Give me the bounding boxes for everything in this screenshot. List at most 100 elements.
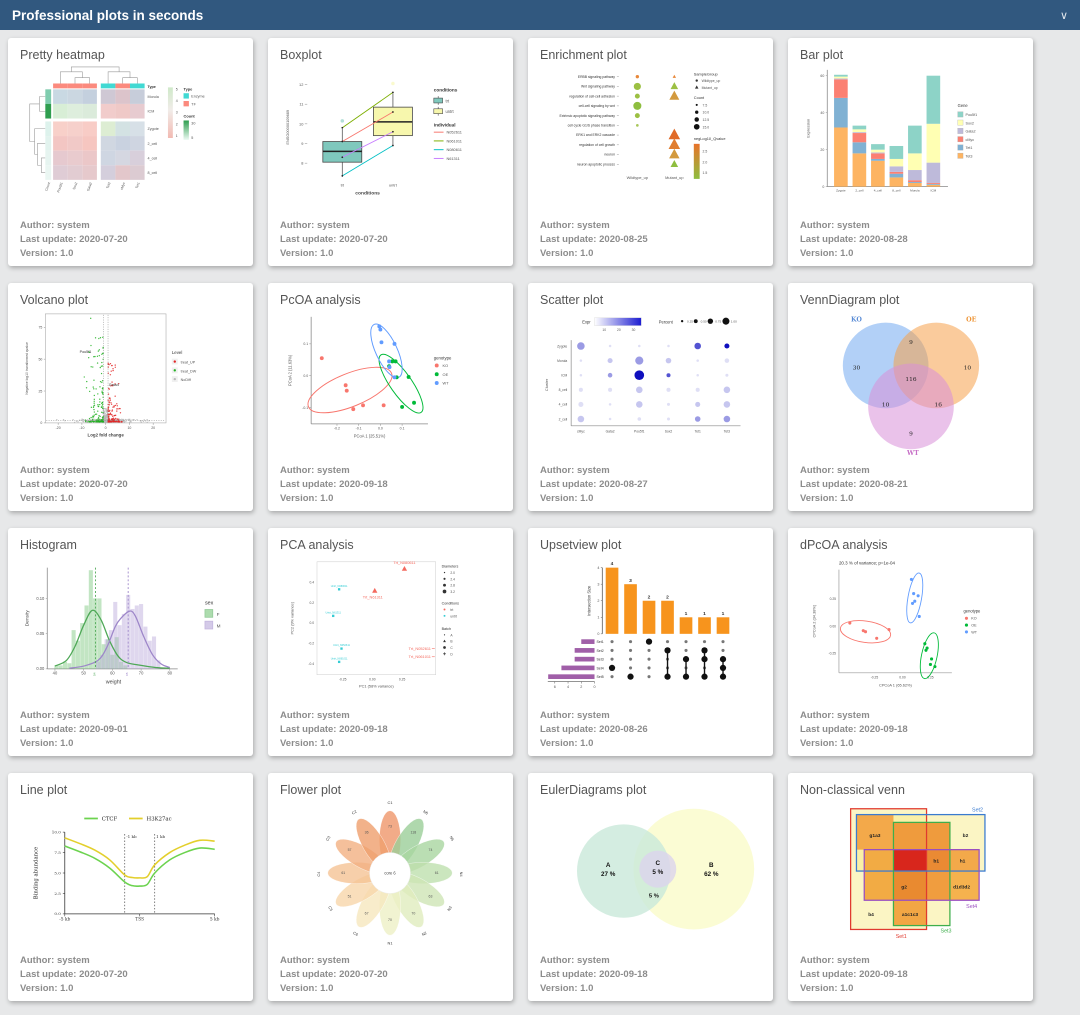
svg-text:weight: weight [105,679,122,685]
svg-text:Percent: Percent [659,320,674,325]
svg-text:Set3: Set3 [596,658,603,662]
svg-text:0: 0 [40,421,42,425]
svg-text:Set3: Set3 [941,928,952,934]
svg-text:Batch: Batch [442,627,451,631]
svg-text:trt: trt [341,183,345,188]
svg-text:Gene: Gene [958,103,969,108]
plot-card-histogram[interactable]: Histogram 54 65 40 50 60 70 80 0.00 0.05 0.10 weigh… [8,528,253,756]
plot-card-pcoa-analysis[interactable]: PcOA analysis -0.2 -0.1 0.0 0.1 -0.1 0.0 0.1 PCo… [268,283,513,511]
card-title: Scatter plot [540,293,604,307]
plot-card-flower-plot[interactable]: Flower plot 73 C1 118 N6 74 N5 61 N4 63 N3 70 N2 70 N1… [268,773,513,1001]
svg-text:N1: N1 [388,940,393,945]
svg-text:untrt: untrt [445,109,454,114]
plot-svg-flower-plot: 73 C1 118 N6 74 N5 61 N4 63 N3 70 N2 70 N1 67 C6 51 C5 61 C… [316,800,464,945]
svg-text:8_cell: 8_cell [148,171,158,175]
plot-card-line-plot[interactable]: Line plot CTCF H3K27ac 0.0 2.5 5.0 7.5 10.0 -5 k… [8,773,253,1001]
svg-text:0.4: 0.4 [309,580,314,584]
plot-card-venndiagram-plot[interactable]: VennDiagram plot KO OE WT 30 10 9 116 10 16 9 Autho… [788,283,1033,511]
svg-text:10: 10 [602,328,606,332]
svg-text:M: M [217,624,221,629]
svg-text:untrt: untrt [389,183,398,188]
svg-text:10: 10 [882,402,890,408]
svg-text:0.0: 0.0 [303,374,308,378]
svg-text:1: 1 [685,611,688,617]
svg-text:trt: trt [445,98,449,103]
svg-text:0.1: 0.1 [400,427,405,431]
svg-text:b1: b1 [933,858,939,864]
svg-text:negLog10_Qvalue: negLog10_Qvalue [694,136,726,141]
svg-text:ICM: ICM [148,110,155,114]
svg-text:C3: C3 [325,835,332,842]
svg-text:KO: KO [851,317,862,324]
svg-text:30: 30 [191,121,195,125]
card-last_update: Last update: 2020-07-20 [280,234,388,245]
plot-card-bar-plot[interactable]: Bar plot 0 20 40 60 Zygote 2_cell 4_cell 8_cell M… [788,38,1033,266]
svg-text:Trt_N061011: Trt_N061011 [409,654,431,659]
svg-text:9: 9 [301,141,303,146]
svg-text:PC2 (9% variance): PC2 (9% variance) [290,601,295,634]
plot-card-pretty-heatmap[interactable]: Pretty heatmap Morula ICM Zygote 2_cell 4_cel… [8,38,253,266]
plot-card-enrichment-plot[interactable]: Enrichment plot ERBB signaling pathway Wnt… [528,38,773,266]
card-author: Author: system [20,710,90,721]
svg-text:OE: OE [971,624,977,628]
svg-text:TF: TF [191,102,196,106]
plot-thumbnail-enrichment-plot: ERBB signaling pathway Wnt signaling path… [540,64,761,212]
card-version: Version: 1.0 [540,983,594,994]
card-meta: Author: system Last update: 2020-09-18 Ver… [800,954,908,996]
svg-text:Gata2: Gata2 [965,130,975,134]
plot-card-upsetview-plot[interactable]: Upsetview plot 0 1 2 3 4 Intersection Size 4 3 2 2… [528,528,773,756]
svg-text:Morula: Morula [557,359,567,363]
plot-svg-upsetview-plot: 0 1 2 3 4 Intersection Size 4 3 2 2 1 1 1 Set1 Set2 Set… [547,561,730,689]
svg-text:Set5: Set5 [596,675,603,679]
svg-text:0.25: 0.25 [927,676,934,680]
plot-card-volcano-plot[interactable]: Volcano plot Pou5f1 Gata4 -20 -10 0 10 20 0 25 50 7… [8,283,253,511]
plot-card-eulerdiagrams-plot[interactable]: EulerDiagrams plot B 62 % A 27 % C 5 % 5 % Autho… [528,773,773,1001]
svg-text:1: 1 [597,616,599,620]
plot-svg-histogram: 54 65 40 50 60 70 80 0.00 0.05 0.10 weight Density s… [25,567,221,685]
svg-text:Cluster: Cluster [544,378,549,391]
svg-text:1: 1 [722,611,725,617]
plot-card-scatter-plot[interactable]: Scatter plot Expr 10 20 30 Percent 0.25 0.50 0.7… [528,283,773,511]
svg-text:b2: b2 [963,833,969,839]
svg-text:3.2: 3.2 [450,590,455,594]
svg-text:individual: individual [434,122,456,127]
svg-text:N080611: N080611 [446,147,461,152]
svg-text:4: 4 [611,561,614,567]
plot-card-dpcoa-analysis[interactable]: dPcOA analysis 20.3 % of variance; p=1e-0… [788,528,1033,756]
svg-text:ICM: ICM [561,373,567,377]
svg-text:Set2: Set2 [596,649,603,653]
svg-text:9: 9 [909,432,913,438]
svg-text:g1a3: g1a3 [869,833,880,839]
plot-thumbnail-histogram: 54 65 40 50 60 70 80 0.00 0.05 0.10 weight Density s… [20,554,241,702]
svg-text:Zygote: Zygote [557,344,567,348]
svg-text:0.0: 0.0 [54,911,61,916]
svg-text:CPCoA 1 (65.62%): CPCoA 1 (65.62%) [879,682,912,687]
svg-text:10.0: 10.0 [703,111,710,115]
svg-text:Morula: Morula [148,95,160,99]
card-last_update: Last update: 2020-08-28 [800,234,908,245]
svg-text:cell-cell signaling by wnt: cell-cell signaling by wnt [579,104,615,108]
svg-text:Zygote: Zygote [836,189,846,193]
svg-text:3: 3 [629,578,632,584]
svg-text:8: 8 [301,161,303,166]
svg-text:treat_DW: treat_DW [181,369,197,373]
svg-text:70: 70 [139,671,144,676]
chevron-down-icon[interactable]: ∨ [1059,9,1068,22]
svg-text:61: 61 [435,871,439,875]
svg-text:conditions: conditions [355,190,380,196]
card-title: VennDiagram plot [800,293,900,307]
card-last_update: Last update: 2020-07-20 [20,234,128,245]
svg-text:N5: N5 [449,835,456,842]
plot-card-boxplot[interactable]: Boxplot 8 9 10 11 12 ENSG00000109689 trt untrt co… [268,38,513,266]
svg-text:B: B [709,862,714,869]
card-version: Version: 1.0 [800,738,854,749]
svg-text:neuron: neuron [604,153,615,157]
plot-thumbnail-non-classical-venn: g1a3 b2 b1 h1 g2 d1d3d2 b4 a1c1c3 Set2 Set4 Set3 Se… [800,799,1021,947]
svg-text:Set2: Set2 [972,808,983,814]
svg-text:genotype: genotype [964,608,982,613]
plot-card-non-classical-venn[interactable]: Non-classical venn g1a3 b2 b1 h1 g2 d1d3d2 b4 a1… [788,773,1033,1001]
svg-text:Gata4: Gata4 [109,383,119,387]
svg-text:0: 0 [593,685,595,689]
svg-text:Untrt_N061011: Untrt_N061011 [331,657,348,660]
plot-card-pca-analysis[interactable]: PCA analysis Untrt_N080611 Untrt_N61311 Unt… [268,528,513,756]
